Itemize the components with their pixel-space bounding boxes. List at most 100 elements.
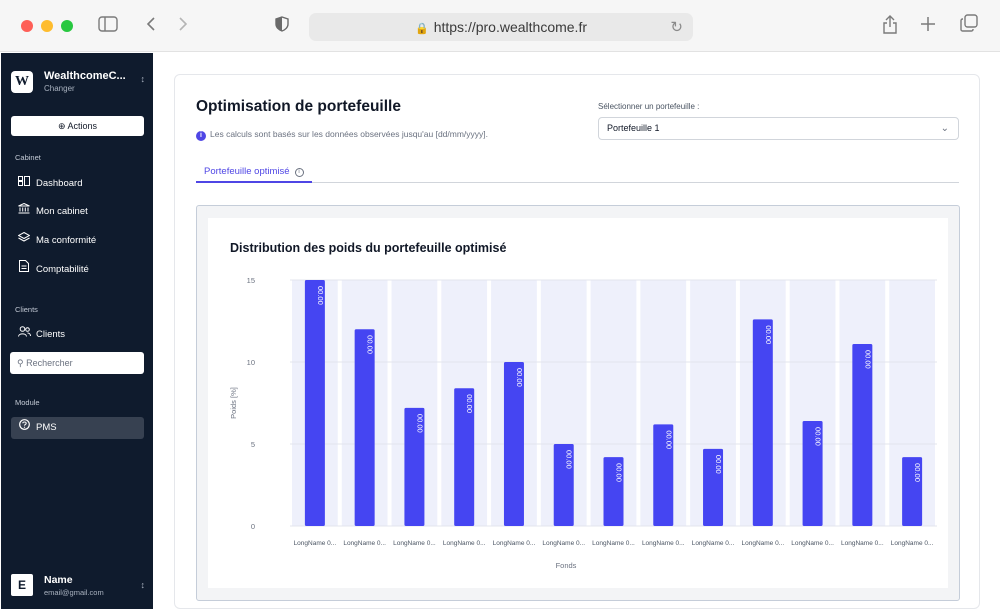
tab-label: Portefeuille optimisé — [204, 166, 290, 177]
x-tick-label: LongName 0... — [642, 540, 685, 547]
x-tick-label: LongName 0... — [841, 540, 884, 547]
section-label-clients: Clients — [15, 305, 38, 314]
search-placeholder: Rechercher — [26, 358, 73, 368]
portfolio-select-value: Portefeuille 1 — [607, 123, 660, 133]
bar-data-label: 00.00 — [515, 368, 524, 387]
x-tick-label: LongName 0... — [443, 540, 486, 547]
bar — [902, 457, 923, 526]
chart-title: Distribution des poids du portefeuille o… — [230, 241, 507, 255]
bar-data-label: 00.00 — [316, 286, 325, 305]
privacy-shield-icon[interactable] — [275, 14, 289, 38]
x-tick-label: LongName 0... — [791, 540, 834, 547]
actions-button[interactable]: ⊕ Actions — [11, 116, 144, 136]
bar-data-label: 00.00 — [465, 394, 474, 413]
bar-chart: 0 5 10 15 00.00 LongName 0... 00.00 LongName 0.… — [229, 276, 937, 570]
chevron-updown-icon: ↕ — [140, 74, 146, 84]
bar — [404, 407, 425, 526]
chart-card: Distribution des poids du portefeuille o… — [208, 218, 948, 588]
tab-portefeuille-optimise[interactable]: Portefeuille optimisé i — [196, 163, 312, 183]
x-tick-label: LongName 0... — [741, 540, 784, 547]
lock-icon: 🔒 — [415, 23, 429, 35]
portfolio-select-label: Sélectionner un portefeuille : — [598, 102, 700, 111]
help-circle-icon — [17, 417, 31, 439]
page-title: Optimisation de portefeuille — [196, 98, 401, 115]
x-axis-label: Fonds — [556, 561, 577, 570]
chevron-down-icon: ⌄ — [940, 123, 949, 134]
layers-icon — [17, 230, 31, 252]
sidebar-item-label: Clients — [36, 329, 66, 340]
x-tick-label: LongName 0... — [343, 540, 386, 547]
sidebar-item-comptabilite[interactable]: Comptabilité — [11, 259, 144, 281]
bar — [852, 343, 873, 526]
bar — [354, 329, 375, 526]
sidebar-item-label: Mon cabinet — [36, 206, 88, 217]
sidebar-item-clients[interactable]: Clients — [11, 324, 144, 346]
bar — [454, 388, 475, 526]
bar-data-label: 00.00 — [764, 325, 773, 344]
bar-data-label: 00.00 — [714, 455, 723, 474]
bar — [703, 448, 724, 526]
user-menu[interactable]: E Name email@gmail.com ↕ — [11, 571, 147, 601]
x-tick-label: LongName 0... — [542, 540, 585, 547]
sidebar-item-label: PMS — [36, 422, 57, 433]
bar — [752, 319, 773, 526]
bar-data-label: 00.00 — [814, 427, 823, 446]
portfolio-select[interactable]: Portefeuille 1 ⌄ — [598, 117, 959, 140]
bar — [304, 280, 325, 526]
info-icon[interactable]: i — [294, 168, 304, 177]
forward-icon[interactable] — [178, 14, 188, 38]
sidebar-item-pms[interactable]: PMS — [11, 417, 144, 439]
dashboard-icon — [17, 173, 31, 195]
bar — [503, 362, 524, 526]
y-axis-label: Poids [%] — [229, 387, 238, 419]
organization-switcher[interactable]: W WealthcomeC... Changer ↕ — [11, 69, 147, 99]
search-input[interactable]: ⚲ Rechercher — [10, 352, 144, 374]
actions-label: Actions — [67, 121, 98, 131]
address-bar[interactable]: 🔒 https://pro.wealthcome.fr ↻ — [309, 13, 693, 41]
tab-bar: Portefeuille optimisé i — [196, 163, 959, 183]
x-tick-label: LongName 0... — [891, 540, 934, 547]
plus-circle-icon: ⊕ — [57, 121, 66, 131]
reload-icon[interactable]: ↻ — [670, 19, 683, 36]
sidebar-toggle-icon[interactable] — [98, 14, 118, 38]
chart-panel: Distribution des poids du portefeuille o… — [196, 205, 960, 601]
bar-data-label: 00.00 — [565, 450, 574, 469]
x-tick-label: LongName 0... — [294, 540, 337, 547]
section-label-cabinet: Cabinet — [15, 153, 41, 162]
browser-toolbar: 🔒 https://pro.wealthcome.fr ↻ — [0, 0, 1000, 52]
x-tick-label: LongName 0... — [592, 540, 635, 547]
section-label-module: Module — [15, 398, 40, 407]
sidebar-item-label: Comptabilité — [36, 264, 89, 275]
brand-name: WealthcomeC... — [44, 70, 126, 82]
avatar: E — [11, 574, 33, 596]
search-icon: ⚲ — [17, 358, 24, 368]
close-window-button[interactable] — [21, 20, 33, 32]
info-text: Les calculs sont basés sur les données o… — [210, 129, 489, 139]
bar-data-label: 00.00 — [415, 414, 424, 433]
y-tick-label: 0 — [251, 522, 255, 531]
x-tick-label: LongName 0... — [493, 540, 536, 547]
sidebar: W WealthcomeC... Changer ↕ ⊕ Actions Cab… — [1, 53, 153, 609]
bar-data-label: 00.00 — [863, 350, 872, 369]
minimize-window-button[interactable] — [41, 20, 53, 32]
bar-data-label: 00.00 — [615, 463, 624, 482]
user-name: Name — [44, 574, 73, 586]
bar — [802, 421, 823, 526]
bar-data-label: 00.00 — [664, 430, 673, 449]
info-icon: i — [196, 131, 206, 141]
tab-overview-icon[interactable] — [960, 14, 978, 38]
bar-data-label: 00.00 — [366, 335, 375, 354]
sidebar-item-dashboard[interactable]: Dashboard — [11, 173, 144, 195]
back-icon[interactable] — [146, 14, 156, 38]
sidebar-item-mon-cabinet[interactable]: Mon cabinet — [11, 201, 144, 223]
bar — [653, 424, 674, 526]
document-icon — [17, 259, 31, 281]
share-icon[interactable] — [882, 14, 898, 40]
bar — [603, 457, 624, 526]
y-tick-label: 5 — [251, 440, 255, 449]
brand-change-link[interactable]: Changer — [44, 84, 75, 93]
maximize-window-button[interactable] — [61, 20, 73, 32]
new-tab-icon[interactable] — [920, 14, 936, 38]
user-email: email@gmail.com — [44, 588, 104, 597]
sidebar-item-ma-conformite[interactable]: Ma conformité — [11, 230, 144, 252]
